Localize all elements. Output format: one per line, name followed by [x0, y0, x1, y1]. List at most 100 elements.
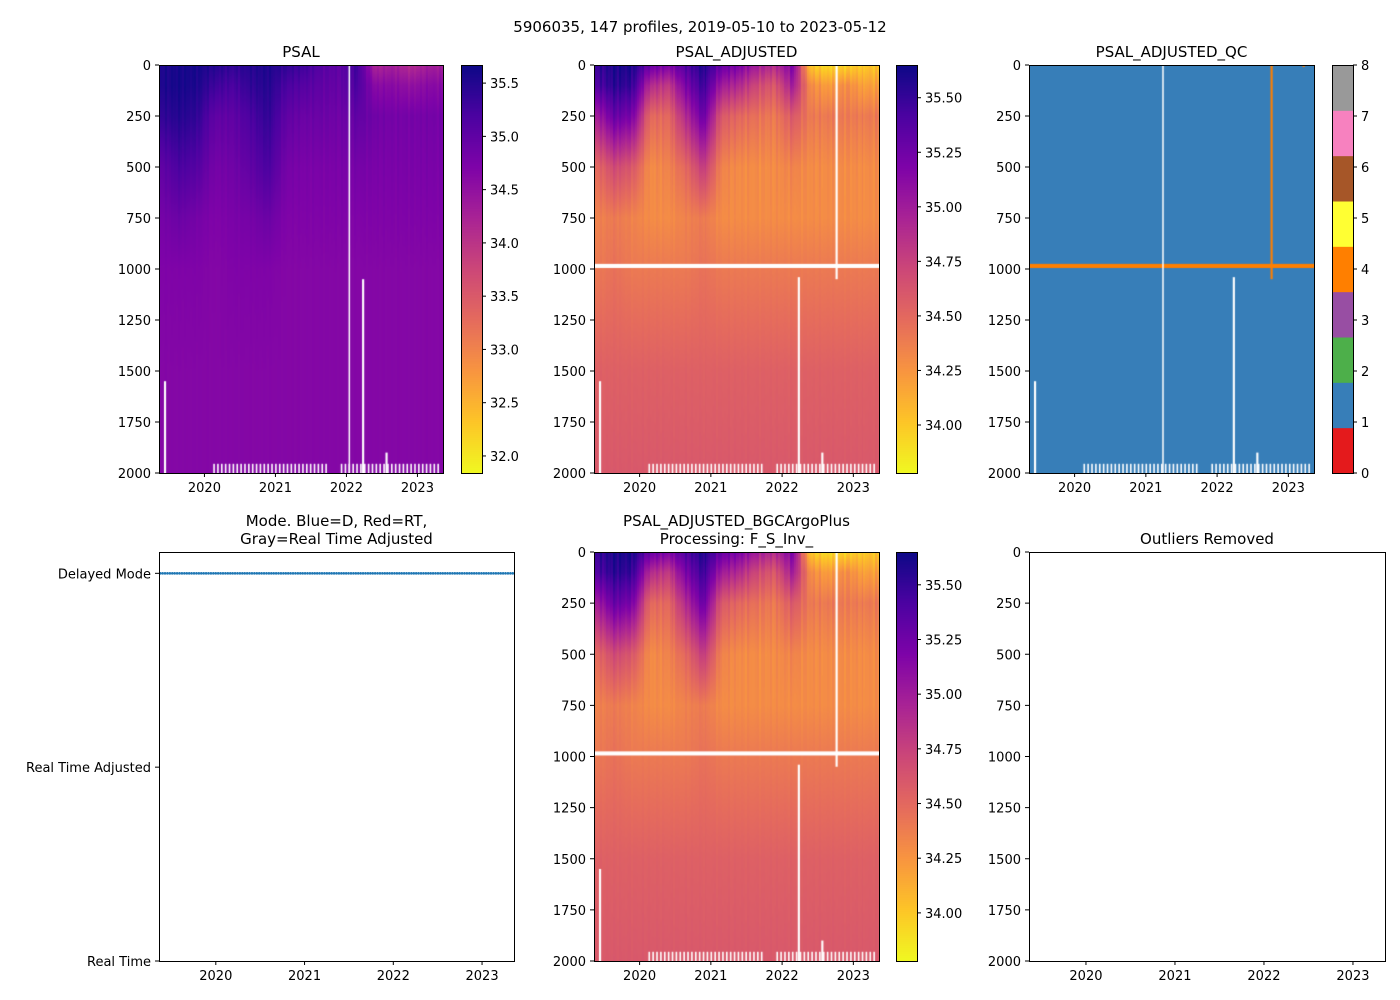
psal-title: PSAL — [282, 43, 320, 61]
mode-point — [236, 572, 239, 575]
y-tick-label: 1500 — [988, 365, 1021, 380]
mode-point — [494, 572, 498, 575]
y-tick-label: 0 — [1013, 546, 1021, 561]
y-tick-label: 0 — [1013, 59, 1021, 74]
colorbar-tick-label: 35.0 — [490, 130, 519, 145]
mode-point — [414, 572, 418, 575]
psal-axes: PSAL 2020 2021 2022 2023 0 250 500 750 1000 1250 15… — [118, 43, 519, 496]
x-tick-label: 2021 — [1129, 481, 1162, 496]
mode-point — [402, 572, 406, 575]
x-tick-label: 2022 — [1201, 481, 1234, 496]
colorbar-tick-label: 4 — [1361, 263, 1369, 278]
mode-point — [344, 572, 348, 575]
mode-point — [504, 572, 507, 575]
mode-point — [204, 572, 208, 575]
mode-point — [298, 572, 302, 575]
y-tick-label: 0 — [143, 59, 151, 74]
y-tick-label: 0 — [578, 546, 586, 561]
y-tick-label: 1250 — [118, 314, 151, 329]
colorbar-swatch — [1332, 291, 1353, 338]
y-tick-label: 0 — [578, 59, 586, 74]
mode-point — [323, 572, 326, 575]
mode-point — [342, 572, 346, 575]
mode-point — [439, 572, 442, 575]
mode-point — [395, 572, 399, 575]
mode-point — [320, 572, 324, 575]
psal_adjusted_bgcargoplus-frame — [594, 552, 880, 962]
colorbar-swatch — [1332, 65, 1353, 111]
mode-point — [393, 572, 396, 575]
y-tick-label: 750 — [126, 212, 151, 227]
mode-point — [371, 572, 375, 575]
outliers-frame — [1029, 552, 1386, 962]
y-tick-label: 500 — [996, 648, 1021, 663]
colorbar-tick-label: 1 — [1361, 416, 1369, 431]
mode-point — [480, 572, 483, 575]
mode-point — [352, 572, 355, 575]
colorbar-swatch — [1332, 427, 1353, 474]
mode-point — [216, 572, 220, 575]
mode-point — [429, 572, 432, 575]
mode-point — [180, 572, 184, 575]
mode-point — [378, 572, 382, 575]
mode-point — [434, 572, 437, 575]
mode-point — [431, 572, 435, 575]
mode-point — [470, 572, 474, 575]
mode-point — [207, 572, 210, 575]
y-tick-label: 1250 — [553, 314, 586, 329]
x-tick-label: 2023 — [837, 481, 870, 496]
psal-colorbar-frame — [461, 65, 483, 474]
y-tick-label: 1750 — [553, 904, 586, 919]
y-tick-label: 1250 — [988, 314, 1021, 329]
mode-point — [347, 572, 350, 575]
colorbar-swatch — [1332, 155, 1353, 202]
mode-point — [253, 572, 256, 575]
mode-point — [274, 572, 278, 575]
mode-point — [475, 572, 478, 575]
y-tick-label: 250 — [126, 110, 151, 125]
mode-point — [267, 572, 271, 575]
mode-point — [195, 572, 198, 575]
mode-point — [301, 572, 304, 575]
colorbar-tick-label: 35.5 — [490, 77, 519, 92]
mode-point — [202, 572, 205, 575]
colorbar-tick-label: 34.25 — [925, 852, 962, 867]
mode-point — [318, 572, 321, 575]
x-tick-label: 2022 — [766, 969, 799, 984]
colorbar-tick-label: 35.00 — [925, 688, 962, 703]
colorbar-tick-label: 35.25 — [925, 633, 962, 648]
y-tick-label: 1000 — [553, 263, 586, 278]
mode-point — [506, 572, 510, 575]
mode-point — [214, 572, 218, 575]
colorbar-swatch — [1332, 246, 1353, 293]
x-tick-label: 2023 — [1336, 969, 1369, 984]
psal_adjusted_bgcargoplus-title: PSAL_ADJUSTED_BGCArgoPlus — [623, 512, 850, 531]
mode-point — [383, 572, 387, 575]
x-tick-label: 2022 — [766, 481, 799, 496]
y-tick-label: 1500 — [988, 853, 1021, 868]
y-tick-label: 1250 — [553, 802, 586, 817]
mode-point — [460, 572, 464, 575]
y-tick-label: 1000 — [553, 751, 586, 766]
y-tick-label: 500 — [126, 161, 151, 176]
mode-point — [489, 572, 493, 575]
mode-point — [412, 572, 416, 575]
y-tick-label: Real Time — [87, 955, 151, 970]
outliers-axes: Outliers Removed 2020 2021 2022 2023 0 250 500 7… — [988, 530, 1386, 984]
mode-point — [400, 572, 404, 575]
y-tick-label: 1500 — [553, 853, 586, 868]
mode-point — [453, 572, 457, 575]
mode-point — [366, 572, 370, 575]
mode-point — [484, 572, 488, 575]
colorbar-tick-label: 33.0 — [490, 343, 519, 358]
mode-axes: Mode. Blue=D, Red=RT,Gray=Real Time Adju… — [26, 512, 515, 984]
y-tick-label: 2000 — [118, 467, 151, 482]
y-tick-label: 2000 — [553, 467, 586, 482]
psal_adjusted_qc-title: PSAL_ADJUSTED_QC — [1096, 43, 1248, 62]
x-tick-label: 2020 — [199, 969, 232, 984]
psal_adjusted-frame — [594, 65, 880, 474]
y-tick-label: 1000 — [988, 751, 1021, 766]
x-tick-label: 2021 — [694, 481, 727, 496]
x-tick-label: 2023 — [401, 481, 434, 496]
